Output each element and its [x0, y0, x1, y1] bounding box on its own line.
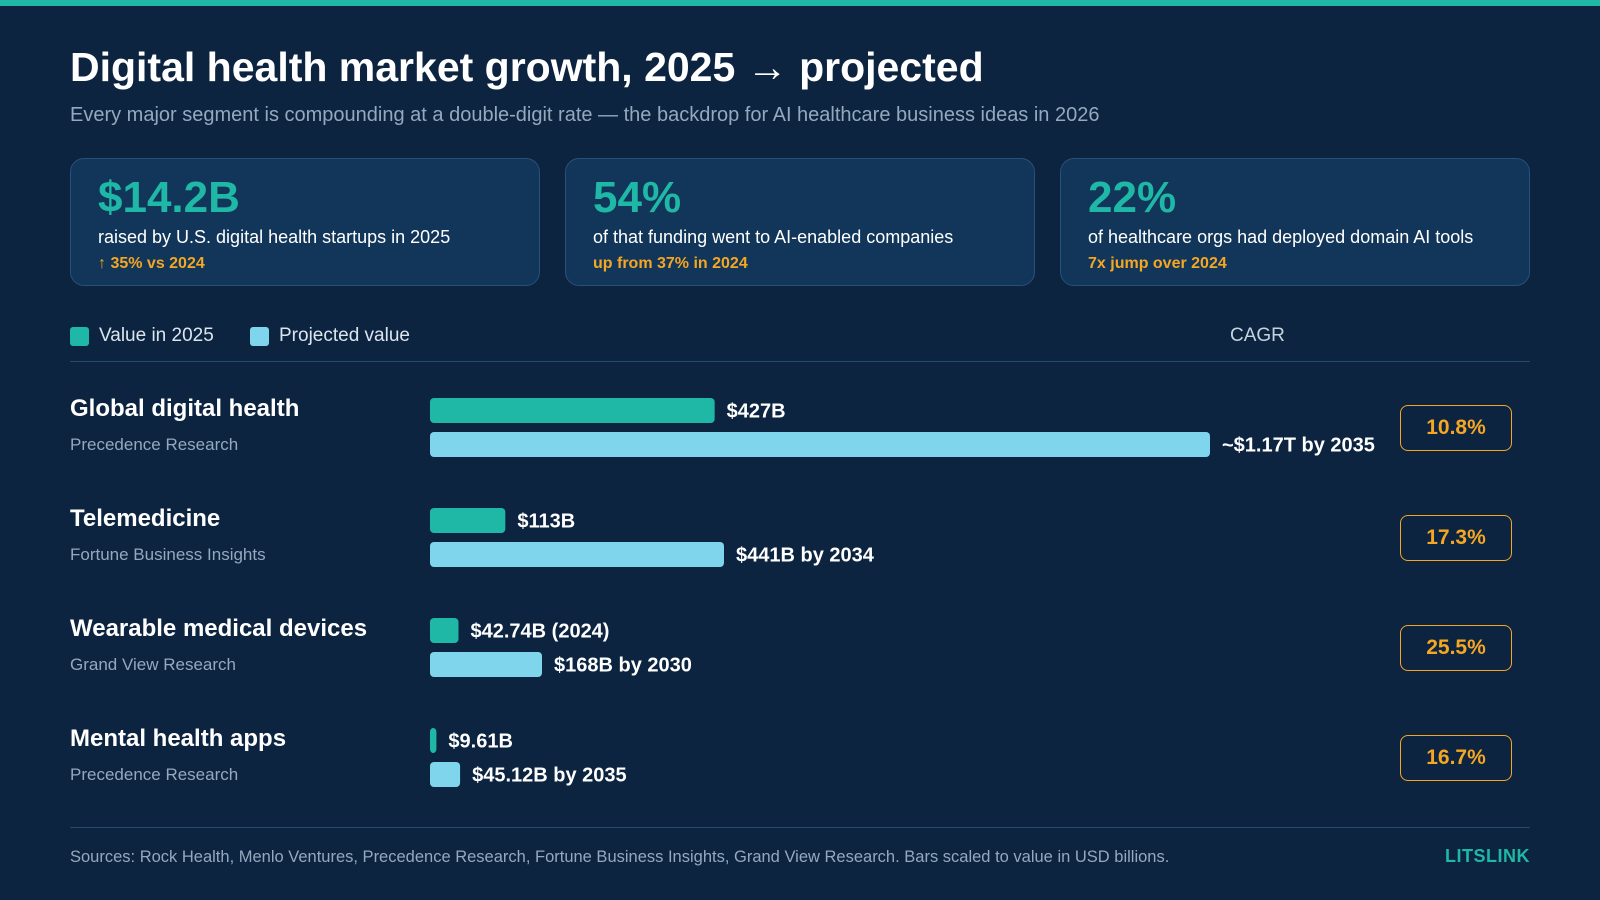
bar-current-wearable-medical-devices — [430, 618, 459, 643]
bar-label-projected-wearable-medical-devices: $168B by 2030 — [554, 655, 692, 677]
legend-label-projected: Projected value — [279, 325, 410, 346]
cagr-badge-mental-health-apps: 16.7% — [1400, 735, 1512, 781]
stat-description: of healthcare orgs had deployed domain A… — [1088, 227, 1474, 247]
stat-note: up from 37% in 2024 — [593, 255, 748, 272]
bar-projected-mental-health-apps — [430, 762, 461, 787]
header-divider — [70, 361, 1530, 362]
bar-projected-global-digital-health — [430, 432, 1210, 457]
footer-divider — [70, 827, 1530, 828]
stat-card-ai-adoption: 22% of healthcare orgs had deployed doma… — [1060, 158, 1530, 286]
bar-projected-wearable-medical-devices — [430, 652, 542, 677]
stat-description: of that funding went to AI-enabled compa… — [593, 227, 954, 247]
row-name-global-digital-health: Global digital health — [70, 395, 300, 422]
cagr-column-header: CAGR — [1230, 325, 1285, 346]
legend-swatch-projected — [250, 326, 269, 346]
bar-current-telemedicine — [430, 508, 506, 533]
row-source-mental-health-apps: Precedence Research — [70, 765, 239, 784]
legend-item-current: Value in 2025 — [70, 325, 214, 347]
bar-label-current-wearable-medical-devices: $42.74B (2024) — [470, 621, 609, 643]
stat-description: raised by U.S. digital health startups i… — [98, 227, 451, 247]
legend-item-projected: Projected value — [250, 325, 410, 347]
bar-label-projected-mental-health-apps: $45.12B by 2035 — [472, 765, 627, 787]
page-title: Digital health market growth, 2025 → pro… — [70, 44, 984, 90]
bar-label-current-telemedicine: $113B — [517, 511, 575, 533]
bar-label-current-mental-health-apps: $9.61B — [448, 731, 513, 753]
stat-note: ↑ 35% vs 2024 — [98, 255, 205, 272]
page-subtitle: Every major segment is compounding at a … — [70, 104, 1100, 126]
legend-swatch-current — [70, 326, 89, 346]
stat-card-ai-share: 54% of that funding went to AI-enabled c… — [565, 158, 1035, 286]
footer-sources: Sources: Rock Health, Menlo Ventures, Pr… — [70, 848, 1170, 866]
row-source-global-digital-health: Precedence Research — [70, 435, 239, 454]
brand-logo: LITSLINK — [1445, 846, 1530, 866]
row-name-telemedicine: Telemedicine — [70, 505, 221, 532]
stat-card-funding: $14.2B raised by U.S. digital health sta… — [70, 158, 540, 286]
row-source-wearable-medical-devices: Grand View Research — [70, 655, 236, 674]
cagr-badge-wearable-medical-devices: 25.5% — [1400, 625, 1512, 671]
bar-label-projected-global-digital-health: ~$1.17T by 2035 — [1222, 435, 1375, 457]
stat-note: 7x jump over 2024 — [1088, 255, 1227, 272]
stat-value: 54% — [593, 173, 682, 222]
cagr-badge-global-digital-health: 10.8% — [1400, 405, 1512, 451]
stat-value: $14.2B — [98, 173, 240, 222]
bar-projected-telemedicine — [430, 542, 724, 567]
bar-label-current-global-digital-health: $427B — [727, 401, 786, 423]
stat-value: 22% — [1088, 173, 1177, 222]
bar-current-mental-health-apps — [430, 728, 437, 753]
row-name-wearable-medical-devices: Wearable medical devices — [70, 615, 368, 642]
row-name-mental-health-apps: Mental health apps — [70, 725, 287, 752]
legend-label-current: Value in 2025 — [99, 325, 214, 346]
top-accent-bar — [0, 0, 1600, 6]
cagr-badge-telemedicine: 17.3% — [1400, 515, 1512, 561]
bar-label-projected-telemedicine: $441B by 2034 — [736, 545, 875, 567]
row-source-telemedicine: Fortune Business Insights — [70, 545, 266, 564]
bar-current-global-digital-health — [430, 398, 715, 423]
